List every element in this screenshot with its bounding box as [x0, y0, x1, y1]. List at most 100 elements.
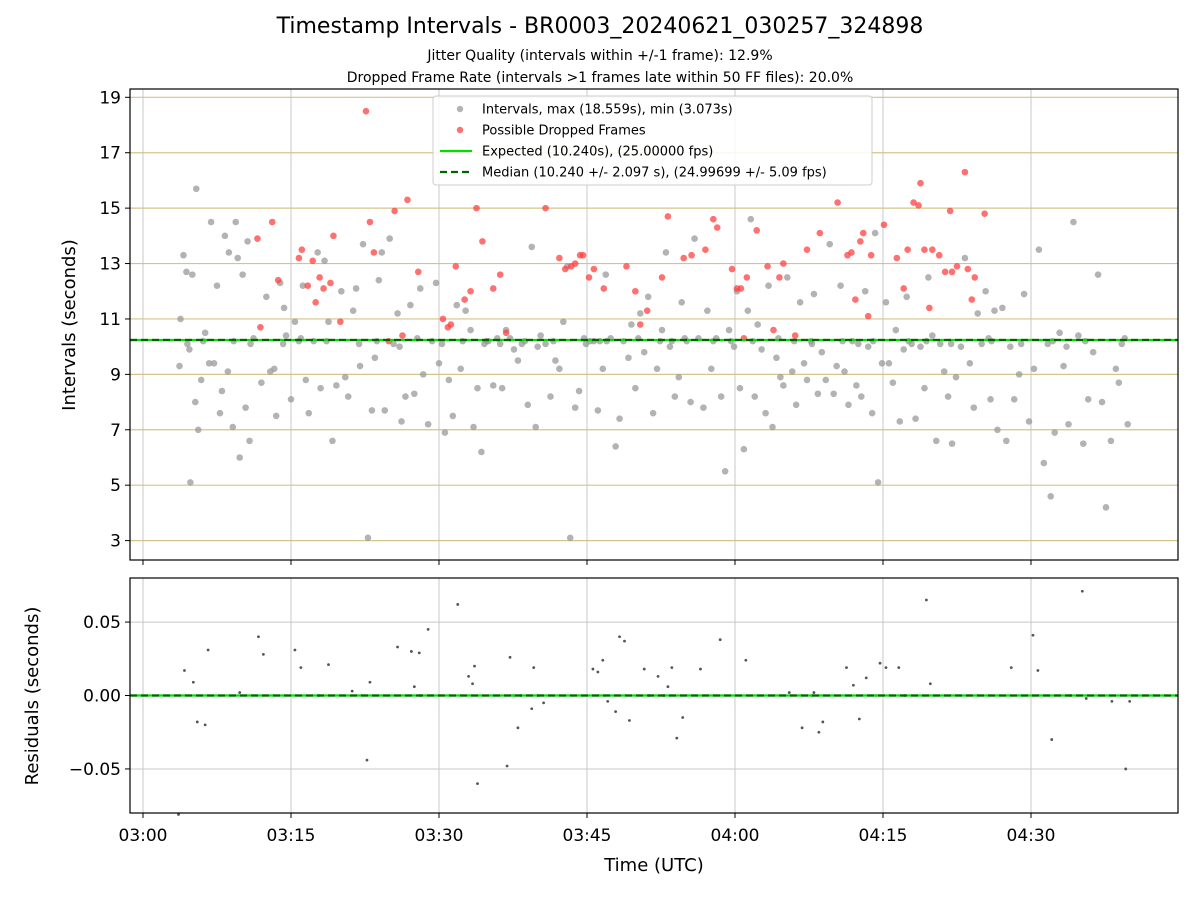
interval-point: [925, 274, 932, 281]
interval-point: [1047, 492, 1055, 500]
residual-point: [1128, 699, 1132, 703]
dropped-frame-point: [316, 274, 323, 281]
interval-point: [947, 340, 955, 348]
dropped-frame-point: [910, 199, 917, 206]
interval-point: [445, 376, 453, 384]
interval-point: [1084, 396, 1092, 403]
x-tick-label: 03:15: [267, 826, 316, 846]
interval-point: [1056, 329, 1063, 337]
residual-point: [897, 666, 901, 669]
dropped-frame-point: [414, 268, 422, 276]
top-axes-frame: [129, 88, 1179, 561]
dropped-frame-point: [600, 285, 608, 292]
dropped-frame-point: [330, 232, 337, 240]
interval-point: [177, 315, 184, 323]
interval-point: [435, 359, 443, 367]
top-y-tick-label: 13: [99, 255, 121, 275]
interval-point: [758, 346, 765, 353]
chart-title: Timestamp Intervals - BR0003_20240621_03…: [276, 14, 924, 39]
interval-point: [566, 534, 574, 542]
interval-point: [218, 387, 226, 395]
residual-point: [426, 628, 430, 631]
dropped-frame-point: [561, 265, 569, 273]
axes-frames: [129, 88, 1179, 814]
interval-point: [982, 287, 989, 295]
interval-point: [871, 229, 879, 237]
legend-median-label: Median (10.240 +/- 2.097 s), (24.99699 +…: [482, 166, 827, 181]
interval-point: [808, 340, 816, 348]
interval-point: [1020, 290, 1028, 298]
interval-point: [528, 243, 536, 251]
residual-point: [601, 658, 605, 662]
interval-point: [1094, 271, 1102, 278]
interval-point: [849, 337, 856, 345]
interval-point: [356, 362, 364, 370]
interval-point: [310, 337, 317, 345]
interval-point: [749, 337, 757, 345]
residual-point: [456, 603, 460, 606]
dropped-frame-point: [473, 204, 480, 212]
interval-point: [325, 318, 332, 326]
residual-point: [508, 655, 512, 659]
interval-point: [912, 415, 919, 423]
residual-point: [1080, 589, 1084, 593]
interval-point: [833, 362, 840, 370]
interval-point: [341, 373, 349, 381]
residual-point: [409, 650, 413, 653]
interval-point: [709, 337, 717, 345]
dropped-frame-point: [737, 285, 745, 292]
bottom-panel-marks: [130, 589, 1178, 816]
top-y-tick-label: 11: [99, 310, 121, 330]
interval-point: [656, 337, 664, 345]
interval-point: [1015, 371, 1023, 378]
interval-point: [725, 326, 733, 334]
interval-point: [1017, 340, 1025, 348]
interval-point: [550, 337, 557, 345]
residual-point: [1036, 669, 1040, 672]
dropped-frame-point: [304, 282, 312, 290]
interval-point: [1030, 365, 1038, 373]
interval-point: [317, 384, 324, 392]
dropped-frame-point: [320, 285, 327, 292]
interval-point: [1107, 437, 1115, 445]
dropped-frame-point: [893, 254, 901, 262]
dropped-frame-point: [904, 246, 911, 253]
interval-point: [1025, 418, 1033, 425]
interval-point: [889, 379, 897, 386]
interval-point: [247, 340, 254, 348]
interval-point: [882, 299, 890, 306]
interval-point: [314, 249, 321, 256]
interval-point: [478, 448, 485, 456]
dropped-frame-point: [385, 337, 392, 345]
residual-point: [206, 648, 210, 652]
interval-point: [197, 376, 205, 384]
dropped-frame-point: [542, 204, 549, 212]
interval-point: [582, 340, 590, 348]
interval-point: [352, 285, 360, 292]
interval-point: [932, 437, 940, 445]
interval-point: [438, 340, 446, 348]
interval-point: [287, 396, 295, 403]
interval-point: [246, 437, 253, 445]
interval-point: [176, 362, 183, 370]
interval-point: [552, 357, 559, 364]
dropped-frame-point: [915, 202, 922, 209]
dropped-frame-point: [590, 265, 598, 273]
residual-point: [505, 764, 509, 768]
interval-point: [603, 337, 611, 345]
interval-point: [790, 337, 798, 345]
interval-point: [234, 254, 242, 262]
interval-point: [216, 409, 224, 417]
interval-point: [323, 337, 330, 345]
interval-point: [180, 251, 187, 259]
interval-point: [700, 404, 707, 411]
interval-point: [1063, 343, 1070, 350]
interval-point: [868, 409, 876, 417]
interval-point: [359, 240, 367, 248]
dropped-frame-point: [743, 274, 751, 281]
dropped-frame-point: [935, 251, 943, 259]
interval-point: [205, 359, 213, 367]
interval-point: [210, 359, 218, 367]
interval-point: [662, 249, 670, 256]
residual-point: [238, 691, 242, 694]
